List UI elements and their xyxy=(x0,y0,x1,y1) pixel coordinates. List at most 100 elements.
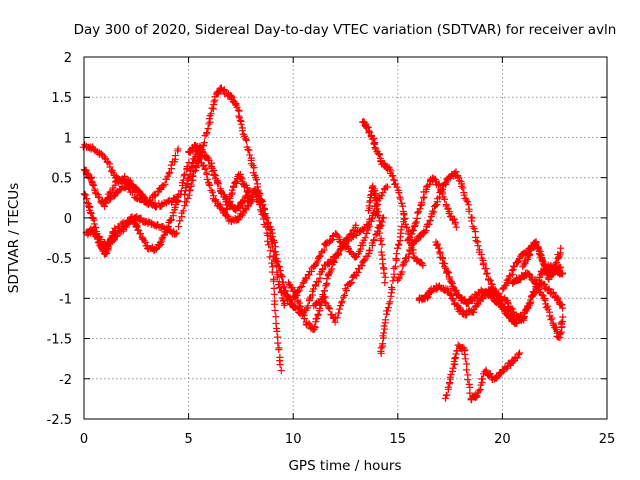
data-point xyxy=(176,217,184,225)
data-point xyxy=(409,226,417,234)
data-point xyxy=(129,215,137,223)
data-point xyxy=(447,212,455,220)
data-point xyxy=(274,339,282,347)
data-point xyxy=(185,175,193,183)
data-point xyxy=(167,216,175,224)
data-point xyxy=(425,220,433,228)
data-point xyxy=(246,151,254,159)
data-point xyxy=(204,125,212,133)
data-point xyxy=(182,198,190,206)
data-point xyxy=(380,214,388,222)
data-point xyxy=(525,301,533,309)
data-point xyxy=(447,291,455,299)
data-point xyxy=(209,188,217,196)
series-track-n xyxy=(359,118,427,269)
data-point xyxy=(361,234,369,242)
data-point xyxy=(252,188,260,196)
data-point xyxy=(95,194,103,202)
chart-title: Day 300 of 2020, Sidereal Day-to-day VTE… xyxy=(74,22,617,38)
series-track-h xyxy=(181,144,285,375)
data-point xyxy=(125,183,133,191)
data-point xyxy=(508,266,516,274)
data-point xyxy=(87,210,95,218)
series-track-p xyxy=(377,211,408,357)
data-point xyxy=(511,319,519,327)
data-point xyxy=(370,236,378,244)
data-point xyxy=(392,180,400,188)
data-point xyxy=(277,367,285,375)
data-point xyxy=(525,250,533,258)
data-point xyxy=(398,268,406,276)
series-track-e xyxy=(101,145,182,207)
data-point xyxy=(326,305,334,313)
data-point xyxy=(275,346,283,354)
data-point xyxy=(342,287,350,295)
data-point xyxy=(461,355,469,363)
data-point xyxy=(116,186,124,194)
y-tick-label: -1 xyxy=(59,292,72,307)
data-point xyxy=(273,261,281,269)
data-point xyxy=(377,344,385,352)
data-point xyxy=(444,204,452,212)
data-point xyxy=(441,394,449,402)
data-point xyxy=(389,172,397,180)
data-point xyxy=(314,310,322,318)
data-point xyxy=(267,235,275,243)
data-point xyxy=(270,277,278,285)
data-point xyxy=(380,269,388,277)
data-point xyxy=(83,199,91,207)
data-point xyxy=(272,313,280,321)
y-tick-label: 1.5 xyxy=(51,91,72,106)
data-points xyxy=(79,84,567,404)
data-point xyxy=(265,224,273,232)
data-point xyxy=(255,201,263,209)
data-point xyxy=(174,145,182,153)
data-point xyxy=(419,194,427,202)
data-point xyxy=(341,291,349,299)
data-point xyxy=(200,139,208,147)
data-point xyxy=(475,387,483,395)
x-tick-label: 0 xyxy=(80,432,88,447)
data-point xyxy=(444,268,452,276)
data-point xyxy=(541,264,549,272)
data-point xyxy=(262,223,270,231)
data-point xyxy=(378,240,386,248)
data-point xyxy=(335,309,343,317)
x-tick-label: 20 xyxy=(494,432,511,447)
data-point xyxy=(378,251,386,259)
data-point xyxy=(381,316,389,324)
data-point xyxy=(274,281,282,289)
data-point xyxy=(554,295,562,303)
data-point xyxy=(268,268,276,276)
data-point xyxy=(89,181,97,189)
data-point xyxy=(346,280,354,288)
data-point xyxy=(265,241,273,249)
data-point xyxy=(128,188,136,196)
data-point xyxy=(137,230,145,238)
data-point xyxy=(381,160,389,168)
data-point xyxy=(532,239,540,247)
data-point xyxy=(557,244,565,252)
data-point xyxy=(449,364,457,372)
data-point xyxy=(460,191,468,199)
data-point xyxy=(416,205,424,213)
data-point xyxy=(89,225,97,233)
data-point xyxy=(364,224,372,232)
data-point xyxy=(448,278,456,286)
y-tick-label: 2 xyxy=(64,51,72,66)
y-tick-label: -1.5 xyxy=(47,333,72,348)
data-point xyxy=(548,314,556,322)
data-point xyxy=(371,144,379,152)
data-point xyxy=(509,305,517,313)
data-point xyxy=(277,272,285,280)
data-point xyxy=(379,340,387,348)
data-point xyxy=(189,172,197,180)
data-point xyxy=(273,273,281,281)
data-point xyxy=(229,183,237,191)
y-tick-label: -0.5 xyxy=(47,252,72,267)
data-point xyxy=(337,299,345,307)
data-point xyxy=(266,247,274,255)
data-point xyxy=(390,264,398,272)
data-point xyxy=(394,276,402,284)
series-track-x xyxy=(519,238,565,283)
